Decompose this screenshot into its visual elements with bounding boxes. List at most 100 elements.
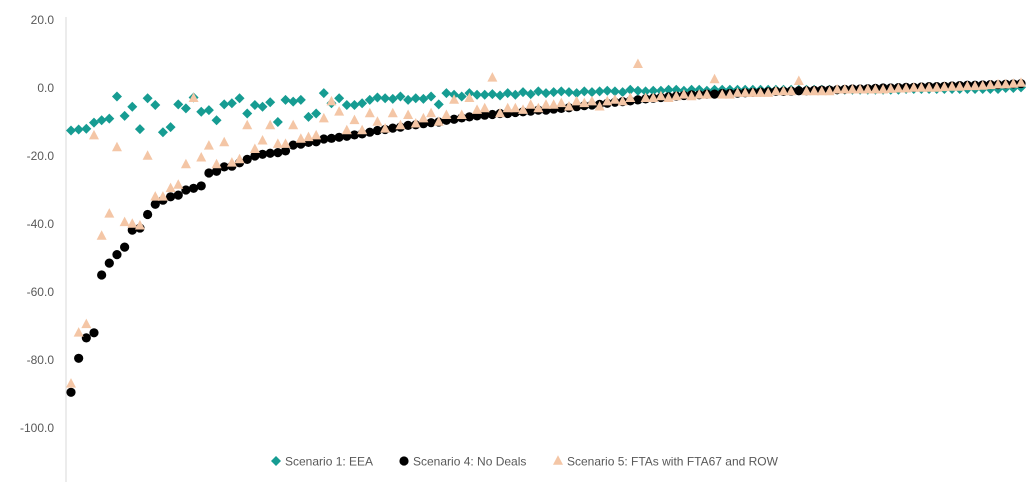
y-tick-label: 20.0: [31, 13, 55, 27]
data-point: [663, 84, 674, 95]
data-point: [479, 89, 490, 100]
data-point: [387, 107, 398, 118]
data-point: [388, 123, 398, 133]
data-point: [403, 109, 414, 119]
data-point: [165, 122, 176, 133]
data-point: [541, 99, 551, 109]
data-point: [747, 87, 758, 97]
data-point: [295, 133, 306, 143]
data-point: [433, 116, 444, 126]
data-point: [663, 92, 674, 102]
data-point: [801, 85, 812, 96]
data-point: [962, 80, 973, 91]
data-point: [594, 101, 605, 111]
data-point: [548, 87, 559, 98]
series-circle: [66, 78, 1026, 397]
data-point: [694, 89, 705, 99]
data-point: [127, 225, 137, 235]
data-point: [234, 153, 245, 164]
data-point: [901, 82, 912, 93]
y-tick-label: -100.0: [20, 421, 54, 435]
legend: Scenario 1: EEA Scenario 4: No Deals Scena…: [271, 455, 779, 469]
data-point: [357, 98, 368, 109]
data-point: [939, 81, 950, 92]
data-point: [487, 109, 497, 120]
data-point: [365, 127, 375, 137]
data-point: [449, 94, 460, 104]
data-point: [203, 140, 214, 150]
data-point: [456, 109, 467, 119]
data-point: [533, 102, 544, 113]
data-point: [655, 90, 666, 101]
data-point: [150, 100, 161, 110]
data-point: [173, 99, 184, 110]
data-point: [794, 86, 804, 96]
data-point: [181, 185, 191, 195]
data-point: [395, 91, 406, 102]
data-point: [280, 146, 291, 156]
data-point: [372, 125, 383, 136]
data-point: [977, 80, 988, 90]
data-point: [204, 168, 214, 178]
data-point: [709, 89, 720, 99]
data-point: [602, 95, 613, 106]
data-point: [66, 387, 76, 397]
y-axis-tick-labels: 20.0 0.0 -20.0 -40.0 -60.0 -80.0 -100.0: [20, 13, 54, 435]
data-point: [66, 125, 76, 136]
data-point: [518, 87, 529, 98]
data-point: [112, 250, 122, 260]
y-tick-label: -60.0: [27, 285, 55, 299]
data-point: [104, 113, 115, 124]
data-point: [88, 117, 99, 128]
data-point: [273, 148, 283, 158]
data-point: [196, 152, 207, 162]
data-point: [893, 82, 904, 93]
data-point: [832, 84, 843, 94]
data-point: [717, 89, 728, 99]
data-point: [793, 75, 804, 85]
data-point: [556, 86, 567, 97]
data-point: [311, 129, 322, 140]
data-point: [89, 328, 99, 338]
data-point: [88, 129, 99, 140]
data-point: [947, 81, 958, 91]
plot-area: [66, 58, 1026, 397]
data-point: [579, 97, 590, 108]
data-point: [288, 140, 298, 150]
data-point: [127, 218, 138, 228]
data-point: [862, 84, 873, 94]
data-point: [410, 118, 421, 128]
data-point: [1008, 78, 1019, 88]
data-point: [548, 99, 559, 109]
data-point: [372, 92, 383, 103]
data-point: [349, 100, 360, 110]
data-point: [272, 117, 283, 127]
data-point: [441, 88, 452, 99]
data-point: [472, 104, 483, 114]
data-point: [196, 106, 207, 117]
data-point: [456, 91, 467, 102]
data-point: [954, 81, 965, 91]
data-point: [81, 318, 92, 329]
data-point: [295, 94, 306, 105]
data-point: [824, 85, 835, 96]
data-point: [655, 85, 666, 96]
data-point: [648, 85, 659, 96]
data-point: [143, 209, 153, 220]
data-point: [686, 90, 697, 101]
data-point: [111, 91, 122, 102]
data-point: [157, 127, 168, 138]
data-point: [150, 191, 161, 201]
data-point: [326, 95, 337, 106]
data-point: [970, 80, 981, 91]
data-point: [1000, 78, 1011, 89]
data-point: [495, 90, 506, 101]
data-point: [732, 87, 743, 97]
series-triangle: [66, 58, 1026, 388]
data-point: [120, 242, 130, 252]
data-point: [426, 118, 436, 128]
data-point: [219, 162, 229, 172]
data-point: [617, 95, 628, 106]
data-point: [418, 112, 429, 123]
